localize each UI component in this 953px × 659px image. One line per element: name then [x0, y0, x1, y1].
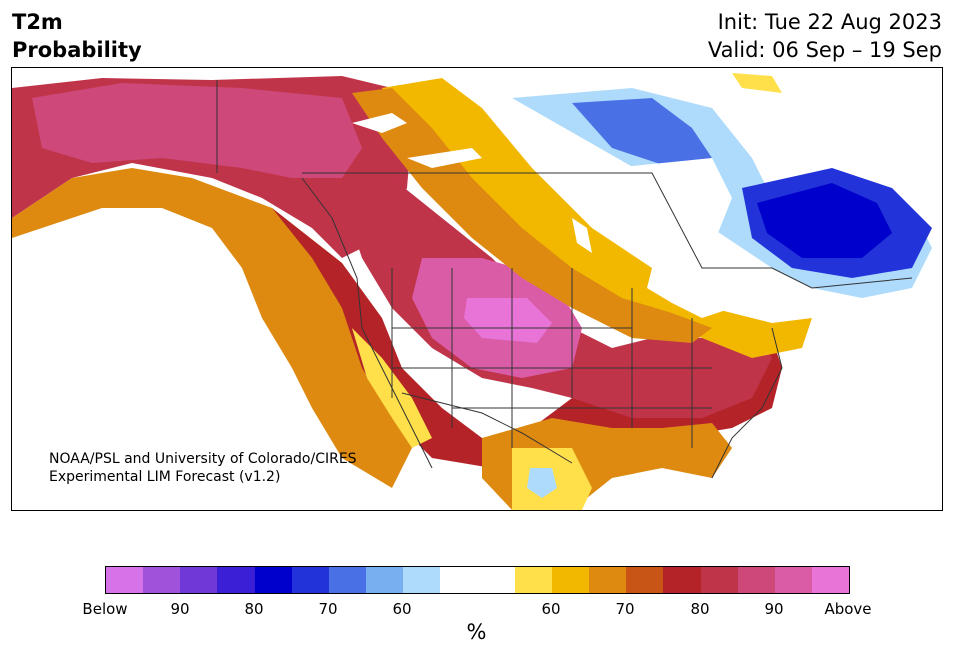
- quebec-core-region: [757, 183, 892, 258]
- colorbar-cell: [366, 567, 404, 593]
- lake-winnipeg: [572, 218, 592, 253]
- colorbar-cell: [106, 567, 144, 593]
- colorbar-tick-label: Above: [824, 600, 872, 618]
- east-coast-outline: [711, 327, 783, 479]
- colorbar-cell: [514, 567, 552, 593]
- colorbar-tick-label: 90: [764, 600, 784, 618]
- colorbar-unit: %: [466, 620, 487, 644]
- colorbar-cell: [700, 567, 738, 593]
- credit-text: NOAA/PSL and University of Colorado/CIRE…: [49, 450, 357, 486]
- colorbar-tick-label: Below: [82, 600, 128, 618]
- borders: [216, 80, 913, 479]
- colorbar-cell: [477, 567, 515, 593]
- max-probability-region: [464, 298, 552, 343]
- init-date: Init: Tue 22 Aug 2023: [717, 10, 942, 34]
- colorbar-tick-label: 70: [615, 600, 635, 618]
- mid-blue-region: [572, 98, 712, 168]
- colorbar-cell: [440, 567, 478, 593]
- probability-map: [12, 73, 932, 510]
- colorbar-cell: [328, 567, 367, 593]
- state-lines: [391, 268, 712, 448]
- probability-colorbar: [105, 566, 850, 594]
- colorbar-tick-label: 90: [170, 600, 190, 618]
- colorbar-ticks: Below 90 80 70 60 60 70 80 90 Above: [0, 600, 953, 620]
- credit-line-1: NOAA/PSL and University of Colorado/CIRE…: [49, 451, 357, 467]
- us-canada-border: [302, 172, 913, 289]
- colorbar-cell: [737, 567, 775, 593]
- map-panel: [11, 67, 943, 511]
- great-lakes: [647, 268, 732, 318]
- mexico-border: [401, 392, 573, 464]
- colorbar-cell: [254, 567, 292, 593]
- colorbar-cell: [180, 567, 218, 593]
- west-coast-outline: [301, 177, 433, 469]
- colorbar-cell: [663, 567, 701, 593]
- lakes: [352, 113, 732, 318]
- title-line-1: T2m: [12, 10, 63, 34]
- alaska-core-region: [32, 83, 362, 178]
- colorbar-tick-label: 60: [541, 600, 561, 618]
- texas-blue-spot: [527, 468, 557, 498]
- colorbar-cell: [626, 567, 664, 593]
- greenland-yellow-region: [732, 73, 782, 93]
- title-line-2: Probability: [12, 38, 142, 62]
- orange-band: [352, 88, 712, 343]
- date-info: Init: Tue 22 Aug 2023 Valid: 06 Sep – 19…: [708, 8, 942, 64]
- credit-line-2: Experimental LIM Forecast (v1.2): [49, 469, 281, 485]
- colorbar-cell: [811, 567, 850, 593]
- colorbar-tick-label: 60: [392, 600, 412, 618]
- colorbar-tick-label: 80: [690, 600, 710, 618]
- colorbar-tick-label: 80: [244, 600, 264, 618]
- colorbar-cell: [774, 567, 812, 593]
- hudson-bay: [612, 158, 732, 248]
- colorbar-cell: [143, 567, 181, 593]
- valid-range: Valid: 06 Sep – 19 Sep: [707, 38, 942, 62]
- chart-title: T2m Probability: [12, 8, 142, 64]
- colorbar-tick-label: 70: [318, 600, 338, 618]
- plains-red-region: [342, 178, 772, 418]
- colorbar-cell: [217, 567, 255, 593]
- yellow-band: [382, 78, 812, 358]
- land-shading: [12, 73, 932, 510]
- great-slave-lake: [407, 148, 482, 168]
- colorbar-cell: [551, 567, 590, 593]
- colorbar-cell: [403, 567, 441, 593]
- colorbar-cell: [589, 567, 627, 593]
- colorbar-cell: [291, 567, 329, 593]
- great-bear-lake: [352, 113, 407, 133]
